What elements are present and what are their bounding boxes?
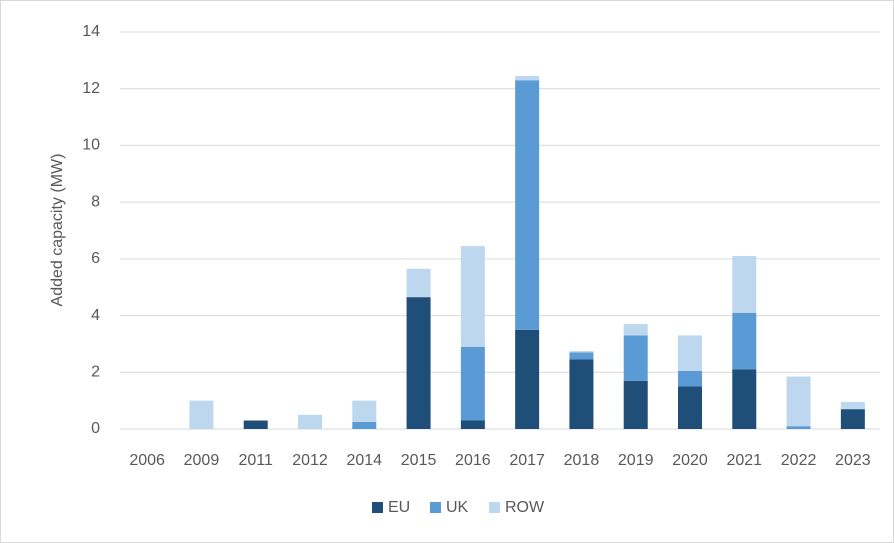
x-tick-label: 2021	[726, 452, 762, 469]
x-tick-label: 2023	[835, 452, 871, 469]
y-axis-label: Added capacity (MW)	[49, 154, 66, 307]
bar-segment	[352, 421, 377, 429]
bar-segment	[406, 268, 431, 298]
bar-segment	[515, 80, 540, 330]
x-tick-label: 2016	[455, 452, 491, 469]
x-tick-label: 2020	[672, 452, 708, 469]
x-tick-label: 2022	[781, 452, 817, 469]
y-tick-label: 8	[91, 193, 100, 210]
y-tick-label: 4	[91, 307, 100, 324]
bar-segment	[678, 335, 702, 371]
bar-segment	[623, 324, 648, 336]
x-tick-label: 2015	[401, 452, 437, 469]
bar-segment	[732, 256, 757, 313]
bar-segment	[786, 426, 811, 429]
legend-swatch	[430, 502, 441, 513]
x-tick-label: 2014	[346, 452, 382, 469]
bar-segment	[732, 369, 757, 429]
bar-segment	[298, 414, 322, 429]
x-tick-label: 2006	[129, 452, 165, 469]
bar-segment	[840, 409, 865, 429]
bar-segment	[406, 297, 431, 429]
x-tick-label: 2012	[292, 452, 328, 469]
bar-segment	[623, 335, 648, 381]
legend-label: ROW	[505, 499, 545, 516]
legend-label: UK	[446, 499, 469, 516]
y-tick-label: 10	[82, 137, 100, 154]
bar-segment	[460, 420, 485, 429]
bar-segment	[732, 312, 757, 370]
y-tick-label: 14	[82, 23, 100, 40]
bar-segment	[515, 329, 540, 429]
x-tick-label: 2009	[184, 452, 220, 469]
x-tick-label: 2019	[618, 452, 654, 469]
y-tick-label: 6	[91, 250, 100, 267]
bar-segment	[243, 420, 268, 429]
bar-segment	[569, 351, 594, 353]
bar-segment	[352, 400, 377, 422]
bar-segment	[623, 380, 648, 429]
x-tick-label: 2018	[564, 452, 600, 469]
bar-segment	[189, 400, 214, 429]
y-tick-label: 12	[82, 80, 100, 97]
bar-segment	[515, 75, 540, 81]
legend-swatch	[372, 502, 383, 513]
bar-segment	[840, 402, 865, 410]
bar-segment	[569, 359, 594, 429]
y-tick-label: 0	[91, 420, 100, 437]
y-tick-label: 2	[91, 364, 100, 381]
bar-segment	[460, 246, 485, 347]
legend-label: EU	[388, 499, 410, 516]
bar-segment	[678, 386, 702, 429]
bar-segment	[460, 346, 485, 421]
x-tick-label: 2011	[239, 452, 274, 469]
x-tick-label: 2017	[509, 452, 545, 469]
bar-segment	[786, 376, 811, 427]
legend-swatch	[489, 502, 500, 513]
bar-segment	[569, 352, 594, 360]
bar-segment	[678, 370, 702, 387]
